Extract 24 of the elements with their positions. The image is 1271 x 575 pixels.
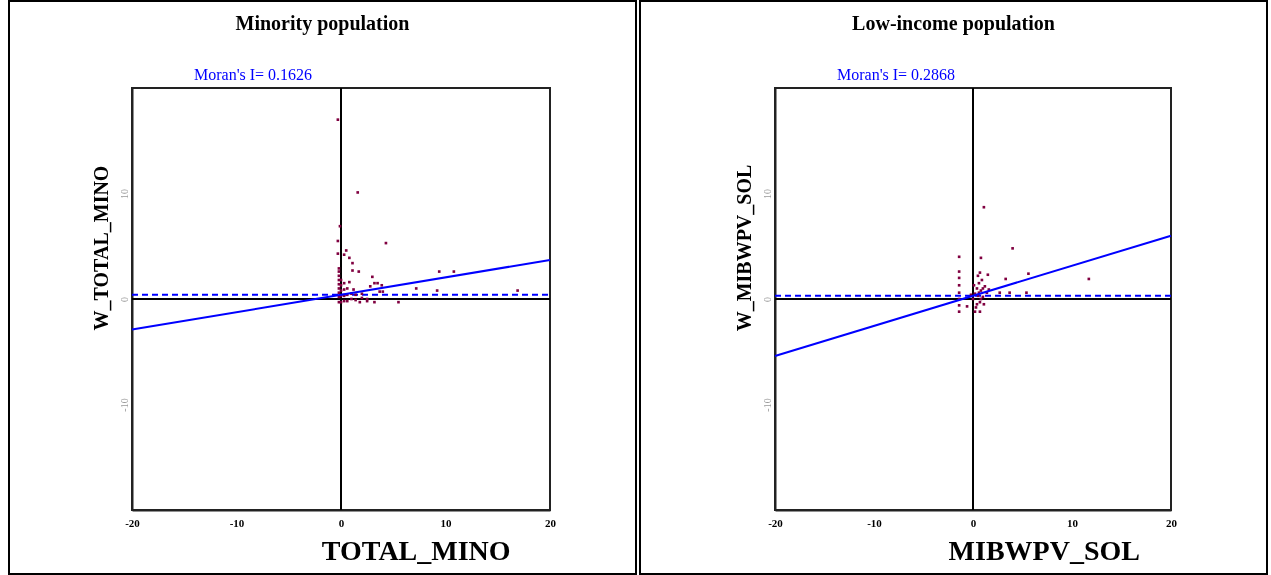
x-tick-label: 0 [970, 516, 977, 529]
x-tick-label: 10 [1067, 516, 1079, 529]
x-tick-label: -10 [229, 516, 245, 529]
x-tick-label: 20 [1166, 516, 1178, 529]
x-tick-label: -20 [125, 516, 141, 529]
y-tick-label: -10 [118, 398, 130, 412]
y-tick-label: -10 [761, 398, 773, 412]
x-tick-label: 10 [440, 516, 452, 529]
y-tick-label: 10 [118, 189, 130, 199]
x-axis-title: TOTAL_MINO [321, 535, 511, 566]
y-tick-label: 10 [761, 189, 773, 199]
x-axis-title: MIBWPV_SOL [948, 535, 1140, 566]
chart-title: Low-income population [852, 12, 1055, 35]
x-tick-label: 0 [338, 516, 345, 529]
y-tick-label: 0 [118, 297, 130, 302]
y-tick-label: 0 [761, 297, 773, 302]
chart-title: Minority population [235, 12, 410, 35]
text: Moran's I= 0.1626 [194, 66, 313, 83]
y-axis-title: W_TOTAL_MINO [90, 165, 112, 331]
x-tick-label: -20 [768, 516, 784, 529]
y-axis-title: W_MIBWPV_SOL [733, 164, 755, 332]
text: Moran's I= 0.2868 [837, 66, 956, 83]
x-tick-label: -10 [867, 516, 883, 529]
x-tick-label: 20 [545, 516, 557, 529]
